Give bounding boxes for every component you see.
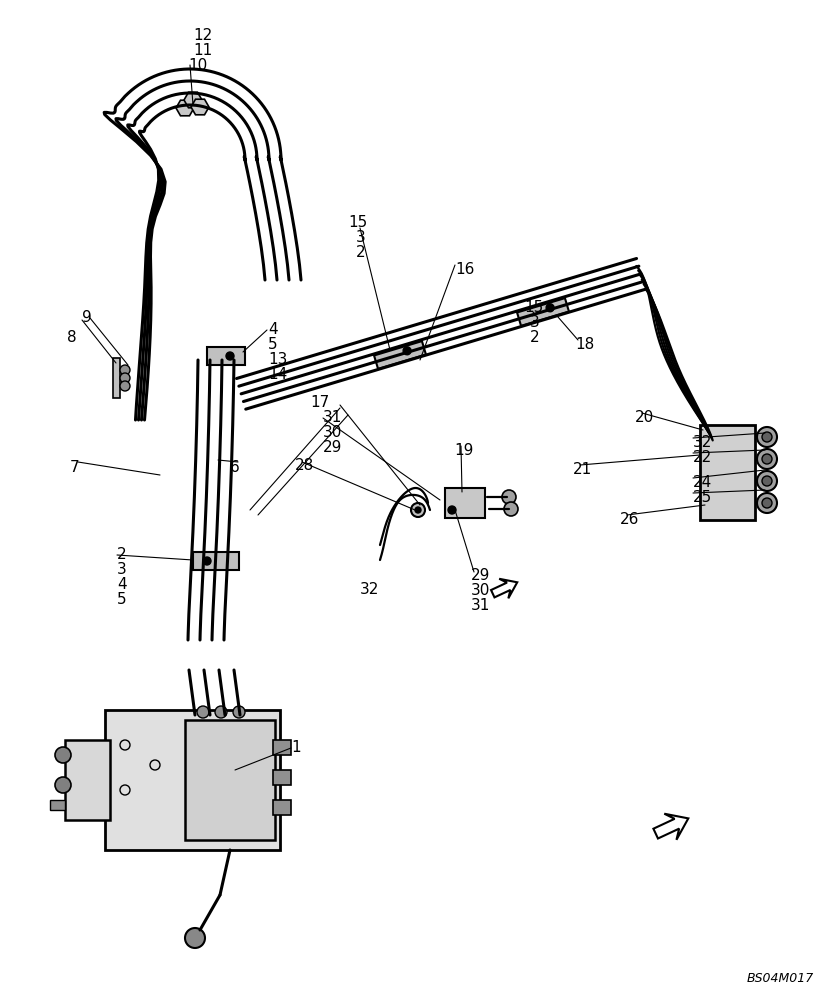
Text: 29: 29: [323, 440, 343, 455]
Text: 3: 3: [530, 315, 540, 330]
Bar: [65, 740, 110, 820]
Text: 21: 21: [573, 462, 592, 477]
Circle shape: [120, 365, 130, 375]
Text: 18: 18: [575, 337, 594, 352]
Circle shape: [226, 352, 234, 360]
Bar: [517, 298, 569, 326]
Text: 31: 31: [323, 410, 343, 425]
Circle shape: [233, 706, 245, 718]
Circle shape: [120, 381, 130, 391]
Text: 10: 10: [188, 58, 208, 73]
Circle shape: [504, 502, 518, 516]
Circle shape: [55, 777, 71, 793]
Circle shape: [55, 747, 71, 763]
Bar: [105, 710, 280, 850]
Text: 4: 4: [268, 322, 278, 337]
Text: 25: 25: [693, 490, 712, 505]
Polygon shape: [653, 814, 688, 840]
Bar: [50, 800, 65, 810]
Text: 32: 32: [360, 582, 379, 597]
Circle shape: [762, 476, 772, 486]
Text: 5: 5: [117, 592, 127, 607]
Bar: [445, 488, 485, 518]
Circle shape: [502, 490, 516, 504]
Circle shape: [546, 304, 554, 312]
Text: 15: 15: [524, 300, 543, 315]
Text: 1: 1: [291, 740, 301, 755]
Text: 8: 8: [67, 330, 77, 345]
Text: 26: 26: [620, 512, 639, 527]
Text: 19: 19: [454, 443, 473, 458]
Bar: [273, 800, 291, 815]
Circle shape: [762, 454, 772, 464]
Text: 2: 2: [356, 245, 366, 260]
Circle shape: [185, 928, 205, 948]
Text: 14: 14: [268, 367, 288, 382]
Text: 7: 7: [70, 460, 80, 475]
Text: 4: 4: [117, 577, 127, 592]
Text: 3: 3: [356, 230, 366, 245]
Text: 5: 5: [268, 337, 278, 352]
Text: 22: 22: [693, 450, 712, 465]
Text: 17: 17: [310, 395, 330, 410]
Bar: [273, 740, 291, 755]
Text: 12: 12: [193, 28, 213, 43]
Text: 3: 3: [117, 562, 127, 577]
Circle shape: [762, 432, 772, 442]
Circle shape: [203, 557, 211, 565]
Text: 30: 30: [323, 425, 343, 440]
Text: 6: 6: [230, 460, 240, 475]
Polygon shape: [491, 579, 517, 598]
Circle shape: [762, 498, 772, 508]
Circle shape: [448, 506, 456, 514]
Bar: [374, 341, 426, 369]
Text: 2: 2: [117, 547, 127, 562]
Circle shape: [757, 493, 777, 513]
Text: 20: 20: [635, 410, 654, 425]
Circle shape: [197, 706, 209, 718]
Text: 29: 29: [471, 568, 490, 583]
Bar: [273, 770, 291, 785]
Text: BS04M017: BS04M017: [747, 972, 814, 985]
Circle shape: [215, 706, 227, 718]
Bar: [193, 552, 239, 570]
Text: 16: 16: [455, 262, 475, 277]
Text: 2: 2: [530, 330, 540, 345]
Bar: [185, 720, 275, 840]
Circle shape: [757, 427, 777, 447]
Circle shape: [120, 373, 130, 383]
Text: 30: 30: [471, 583, 490, 598]
Circle shape: [403, 347, 411, 355]
Circle shape: [757, 449, 777, 469]
Text: 24: 24: [693, 475, 712, 490]
Text: 9: 9: [82, 310, 91, 325]
Circle shape: [415, 507, 421, 513]
Polygon shape: [113, 358, 120, 398]
Text: 31: 31: [471, 598, 490, 613]
Text: 28: 28: [295, 458, 314, 473]
Bar: [207, 347, 245, 365]
Text: 13: 13: [268, 352, 288, 367]
Text: 11: 11: [193, 43, 213, 58]
Circle shape: [411, 503, 425, 517]
Circle shape: [757, 471, 777, 491]
Bar: [700, 425, 755, 520]
Text: 32: 32: [693, 435, 713, 450]
Text: 15: 15: [348, 215, 368, 230]
